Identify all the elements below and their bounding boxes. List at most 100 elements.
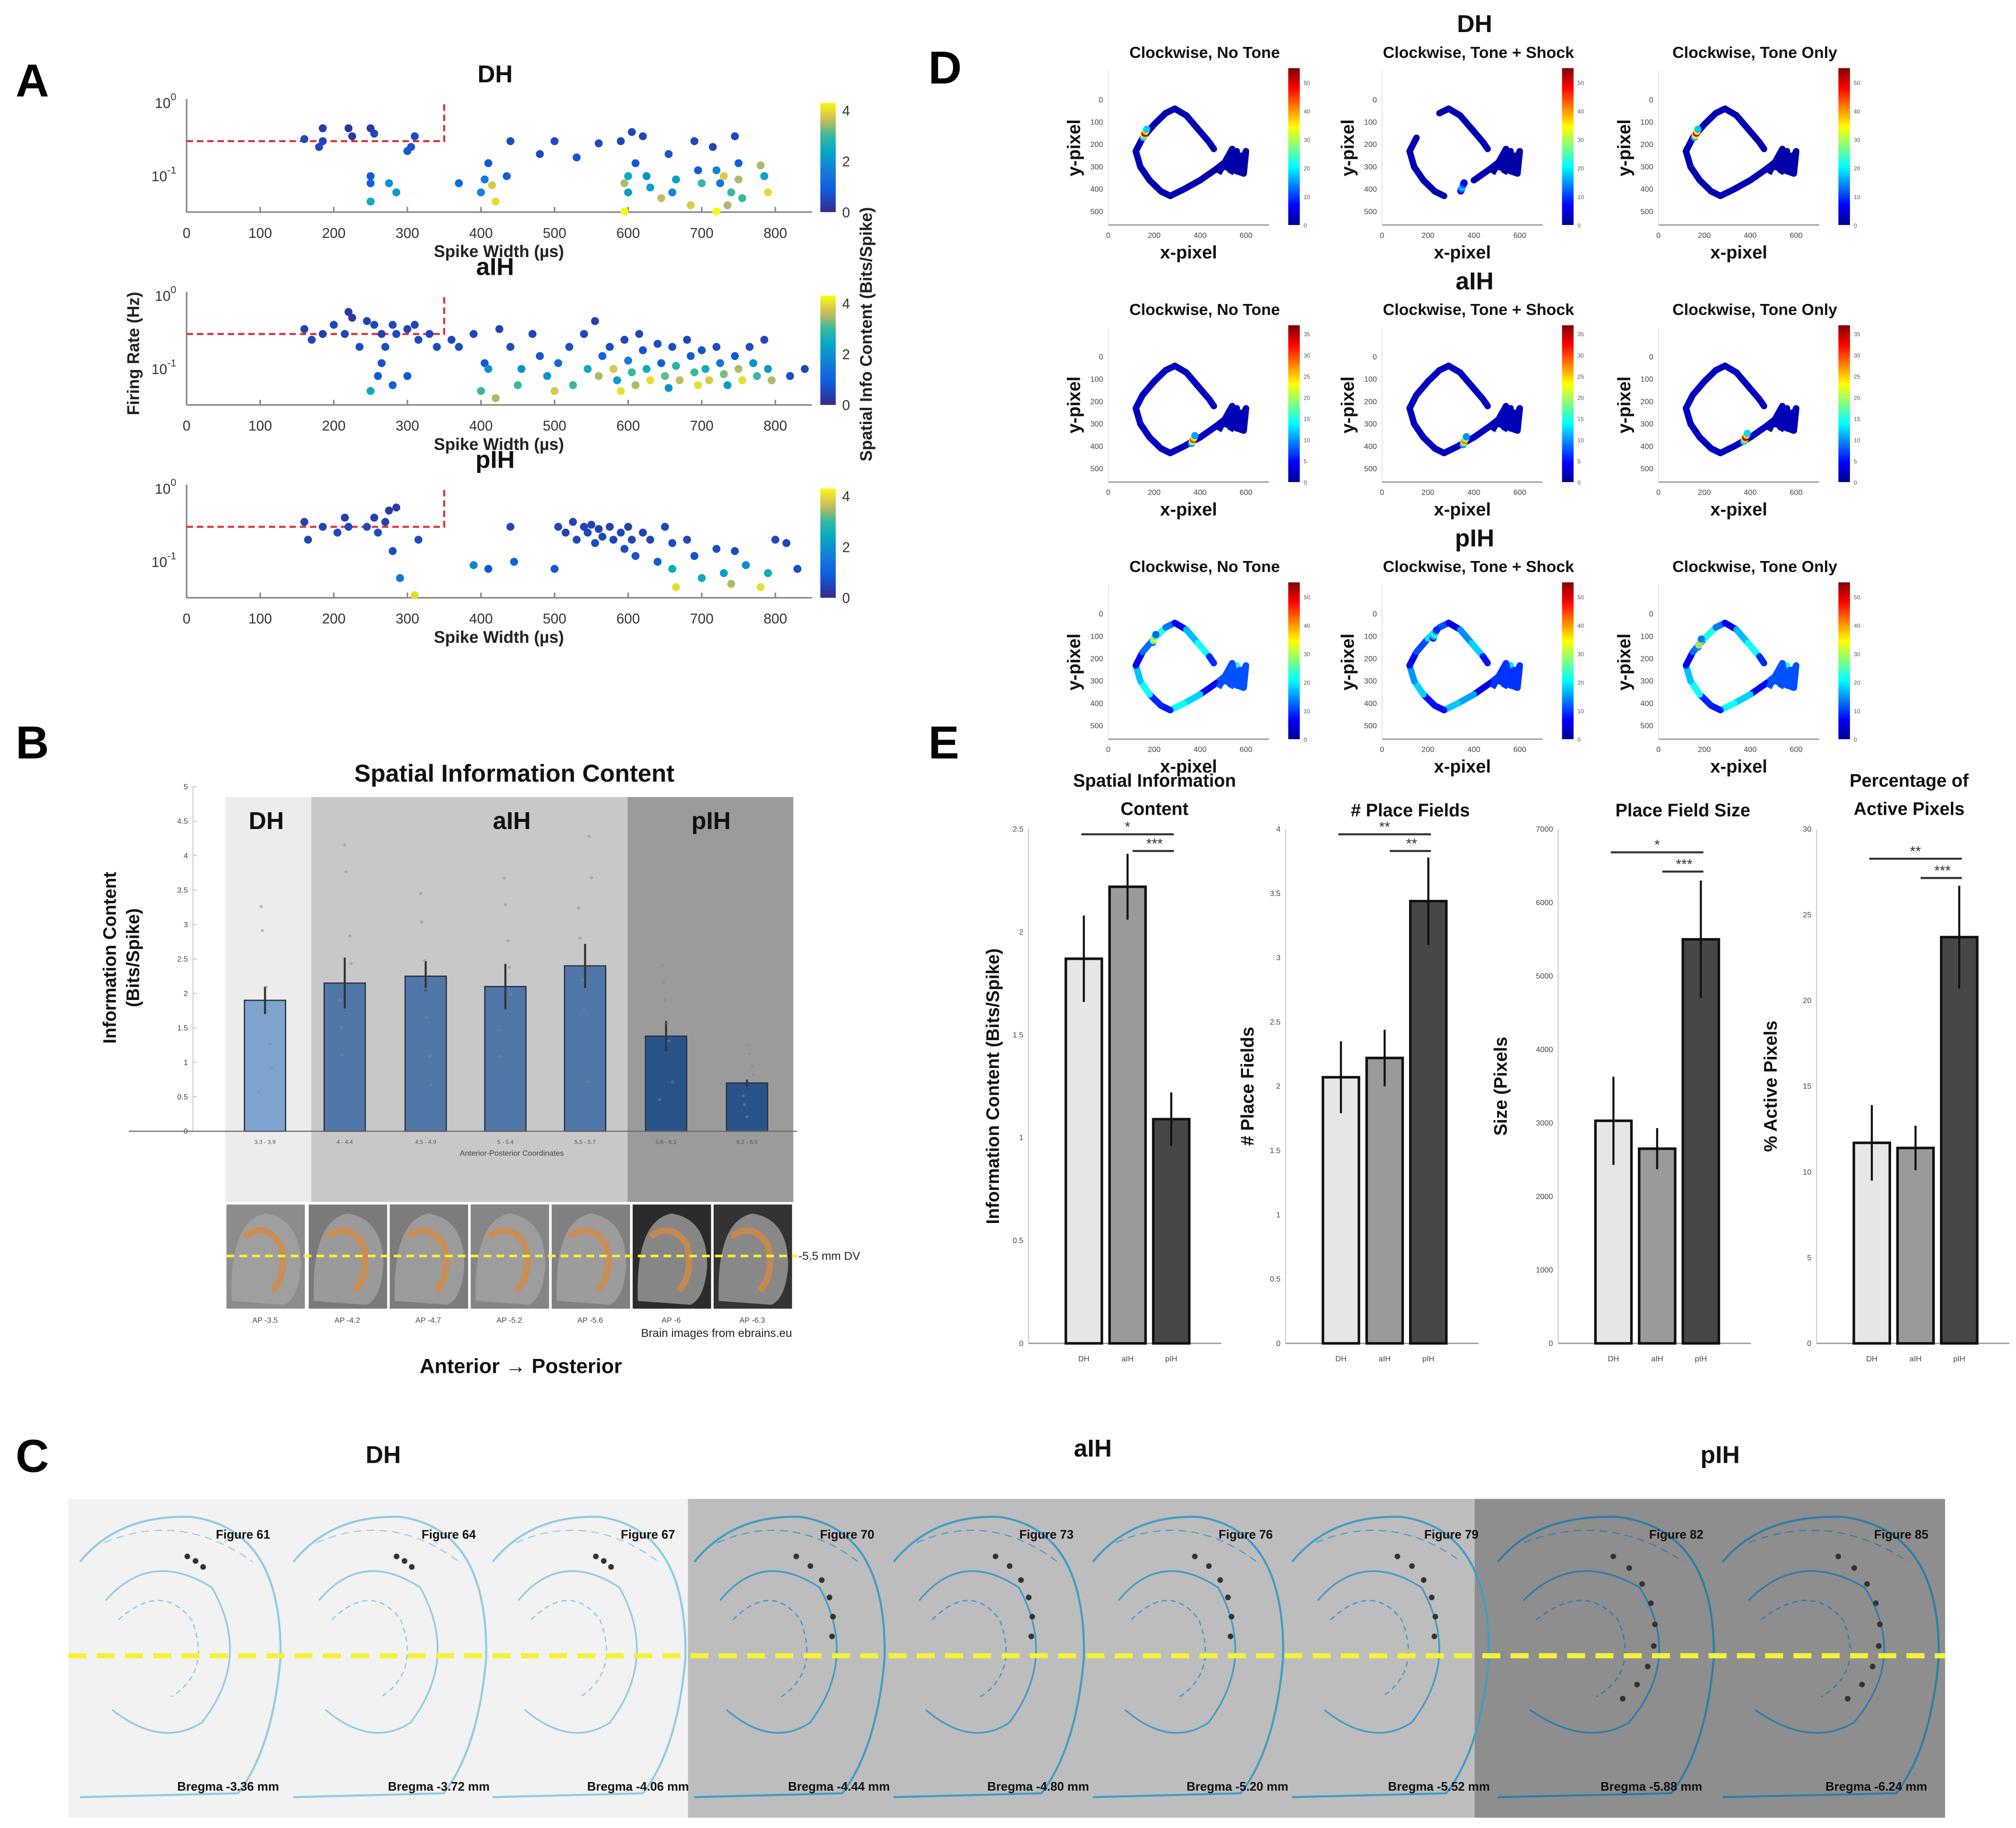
x-tick-label: 300 bbox=[395, 418, 419, 434]
scatter-point bbox=[749, 359, 758, 367]
place-field-hotspot bbox=[1463, 433, 1470, 440]
colorbar-tick-label: 0 bbox=[1578, 737, 1581, 743]
scatter-point bbox=[594, 525, 603, 533]
colorbar-tick-label: 5 bbox=[1854, 458, 1857, 465]
scatter-point bbox=[801, 365, 809, 373]
colorbar-tick-label: 30 bbox=[1304, 651, 1310, 658]
hippocampus-outline bbox=[1747, 1570, 1885, 1734]
scatter-point bbox=[742, 561, 750, 569]
scatter-point bbox=[470, 561, 478, 569]
y-axis-label: y-pixel bbox=[1614, 376, 1634, 433]
bregma-label: Bregma -5.88 mm bbox=[1601, 1780, 1702, 1794]
y-tick-label: 400 bbox=[1364, 699, 1377, 708]
x-tick-label: 400 bbox=[1194, 745, 1207, 754]
y-tick-label: 25 bbox=[1803, 911, 1812, 920]
scatter-point bbox=[510, 558, 518, 566]
place-field-hotspot bbox=[1433, 626, 1440, 634]
recording-site bbox=[1876, 1643, 1882, 1649]
y-tick-label: 2 bbox=[1019, 928, 1023, 936]
colorbar-tick-label: 30 bbox=[1854, 352, 1860, 359]
scatter-point bbox=[620, 336, 629, 344]
scatter-point bbox=[550, 137, 559, 146]
scatter-point bbox=[370, 514, 379, 522]
trajectory-segment bbox=[1197, 680, 1220, 698]
data-point bbox=[747, 1043, 750, 1047]
y-tick-label: 6000 bbox=[1536, 898, 1553, 907]
scatter-point bbox=[370, 321, 379, 329]
scatter-point bbox=[646, 183, 654, 191]
y-tick-label: 300 bbox=[1640, 677, 1653, 685]
data-point bbox=[497, 1028, 501, 1032]
scatter-point bbox=[664, 384, 673, 392]
x-tick-label: 0 bbox=[183, 418, 190, 434]
x-tick-label: 0 bbox=[1380, 745, 1384, 754]
colorbar-tick-label: 50 bbox=[1854, 594, 1860, 601]
atlas-boundary bbox=[530, 1600, 607, 1698]
recording-site bbox=[1421, 1577, 1427, 1583]
panel-label: B bbox=[16, 717, 49, 769]
colorbar-tick-label: 10 bbox=[1854, 194, 1860, 201]
scatter-point bbox=[734, 175, 743, 184]
bar bbox=[404, 976, 447, 1132]
scatter-point bbox=[550, 387, 559, 395]
y-axis-label: Size (Pixels bbox=[1490, 1037, 1511, 1136]
scatter-point bbox=[506, 137, 515, 146]
recording-site bbox=[1394, 1553, 1400, 1559]
y-tick-label: 200 bbox=[1364, 140, 1377, 149]
data-point bbox=[349, 962, 353, 965]
scatter-point bbox=[377, 330, 386, 338]
bar bbox=[645, 1035, 687, 1132]
recording-site bbox=[1859, 1682, 1865, 1688]
scatter-point bbox=[731, 547, 739, 555]
data-point bbox=[507, 965, 511, 969]
y-tick-label: 0.5 bbox=[1270, 1275, 1280, 1284]
colorbar-tick-label: 30 bbox=[1304, 352, 1310, 359]
y-axis-label: y-pixel bbox=[1337, 119, 1357, 176]
colorbar-tick-label: 10 bbox=[1304, 708, 1310, 715]
colorbar-tick-label: 0 bbox=[842, 591, 850, 606]
scatter-point bbox=[392, 503, 401, 512]
x-tick-label: 700 bbox=[690, 418, 714, 434]
scatter-point bbox=[712, 545, 721, 553]
x-tick-label: 100 bbox=[248, 418, 272, 434]
data-point bbox=[590, 876, 594, 879]
data-point bbox=[419, 892, 422, 895]
scatter-point bbox=[455, 343, 463, 351]
bar-chart-e2: # Place Fields 0 0.5 1 1.5 2 2.5 3 3.5 4 DH aIH pIH *… bbox=[1237, 800, 1478, 1363]
rate-map-title: Clockwise, Tone + Shock bbox=[1383, 301, 1574, 319]
scatter-point bbox=[536, 150, 544, 158]
data-point bbox=[428, 1054, 431, 1058]
y-tick-label: 0 bbox=[1019, 1339, 1023, 1348]
atlas-figure-label: Figure 61 bbox=[216, 1528, 270, 1542]
y-tick-label: 200 bbox=[1364, 654, 1377, 663]
recording-site bbox=[184, 1553, 190, 1559]
atlas-section: Figure 79 Bregma -5.52 mm bbox=[1291, 1515, 1490, 1798]
scatter-point bbox=[594, 372, 603, 380]
atlas-boundary bbox=[1116, 1529, 1257, 1562]
x-tick-label: 200 bbox=[1148, 745, 1161, 754]
scatter-point bbox=[690, 552, 699, 560]
x-tick-label: 400 bbox=[1744, 745, 1757, 754]
rate-map-title: Clockwise, No Tone bbox=[1130, 301, 1280, 319]
region-title: aIH bbox=[1456, 267, 1493, 294]
colorbar-tick-label: 0 bbox=[1304, 737, 1307, 743]
recording-site bbox=[393, 1553, 400, 1559]
recording-site bbox=[1645, 1663, 1651, 1670]
scatter-point bbox=[760, 172, 769, 180]
scatter-point bbox=[598, 532, 606, 541]
x-tick-label: 5.5 - 5.7 bbox=[574, 1139, 596, 1145]
y-tick-label: 0 bbox=[1099, 610, 1103, 618]
scatter-point bbox=[694, 381, 702, 390]
scatter-point bbox=[572, 153, 581, 162]
y-tick-label: 10-1 bbox=[151, 550, 176, 570]
data-point bbox=[339, 1026, 343, 1029]
brain-image-label: AP -4.7 bbox=[415, 1316, 441, 1325]
brain-image-label: AP -6 bbox=[661, 1316, 681, 1325]
colorbar-tick-label: 40 bbox=[1304, 108, 1310, 115]
x-tick-label: 0 bbox=[1656, 231, 1660, 240]
recording-site bbox=[1229, 1614, 1234, 1620]
